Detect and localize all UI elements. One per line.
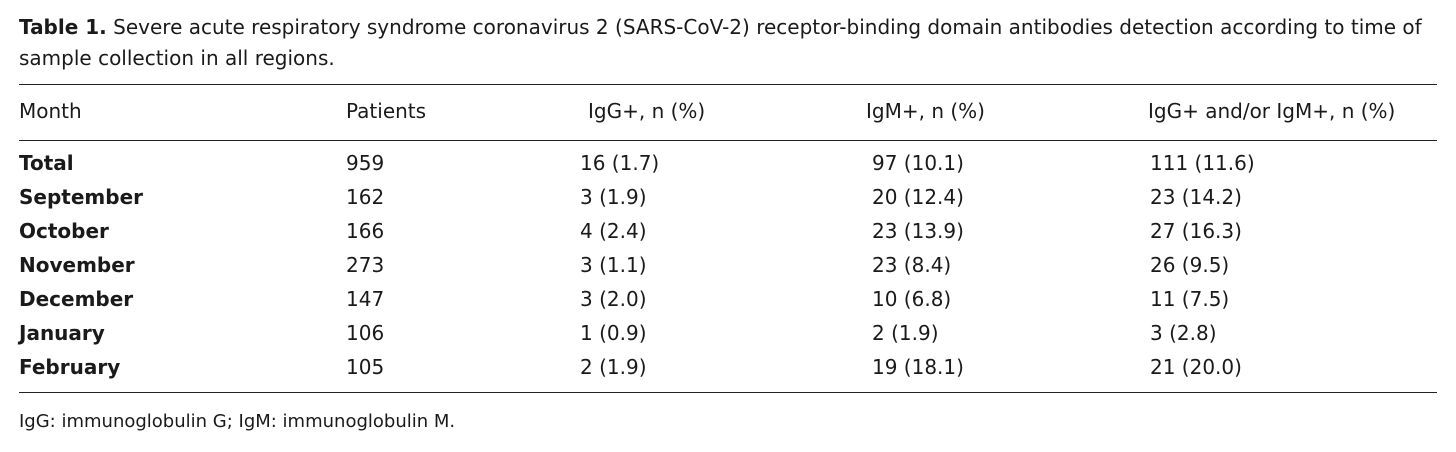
row-patients: 106: [346, 321, 385, 345]
row-igg: 3 (1.1): [580, 253, 647, 277]
row-month: January: [19, 321, 105, 345]
row-igg: 1 (0.9): [580, 321, 647, 345]
row-igg-and-or-igm: 27 (16.3): [1150, 219, 1242, 243]
row-igg: 4 (2.4): [580, 219, 647, 243]
row-igg: 3 (1.9): [580, 185, 647, 209]
header-igm: IgM+, n (%): [866, 99, 985, 123]
row-igg-and-or-igm: 26 (9.5): [1150, 253, 1230, 277]
row-igg-and-or-igm: 21 (20.0): [1150, 355, 1242, 379]
row-patients: 273: [346, 253, 385, 277]
table-top-rule: [19, 84, 1437, 85]
table-caption: Table 1. Severe acute respiratory syndro…: [19, 12, 1439, 74]
row-igm: 2 (1.9): [872, 321, 939, 345]
row-month: December: [19, 287, 134, 311]
row-igm: 10 (6.8): [872, 287, 952, 311]
row-igm: 23 (13.9): [872, 219, 964, 243]
row-month: October: [19, 219, 109, 243]
row-patients: 105: [346, 355, 385, 379]
row-igm: 23 (8.4): [872, 253, 952, 277]
row-igg-and-or-igm: 111 (11.6): [1150, 151, 1255, 175]
row-igg-and-or-igm: 3 (2.8): [1150, 321, 1217, 345]
row-month: Total: [19, 151, 74, 175]
header-patients: Patients: [346, 99, 427, 123]
row-patients: 162: [346, 185, 385, 209]
header-month: Month: [19, 99, 82, 123]
table-bottom-rule: [19, 392, 1437, 393]
row-month: February: [19, 355, 121, 379]
row-month: September: [19, 185, 143, 209]
row-patients: 959: [346, 151, 385, 175]
row-month: November: [19, 253, 135, 277]
row-igm: 19 (18.1): [872, 355, 964, 379]
row-igg: 3 (2.0): [580, 287, 647, 311]
table-footnote: IgG: immunoglobulin G; IgM: immunoglobul…: [19, 411, 456, 432]
header-igg-and-or-igm: IgG+ and/or IgM+, n (%): [1148, 99, 1396, 123]
row-igm: 97 (10.1): [872, 151, 964, 175]
row-patients: 147: [346, 287, 385, 311]
table-caption-text: Severe acute respiratory syndrome corona…: [19, 15, 1422, 70]
row-igg: 16 (1.7): [580, 151, 660, 175]
row-igg: 2 (1.9): [580, 355, 647, 379]
row-patients: 166: [346, 219, 385, 243]
row-igm: 20 (12.4): [872, 185, 964, 209]
header-igg: IgG+, n (%): [588, 99, 706, 123]
row-igg-and-or-igm: 11 (7.5): [1150, 287, 1230, 311]
table-caption-label: Table 1.: [19, 15, 107, 39]
row-igg-and-or-igm: 23 (14.2): [1150, 185, 1242, 209]
table-header-rule: [19, 140, 1437, 141]
